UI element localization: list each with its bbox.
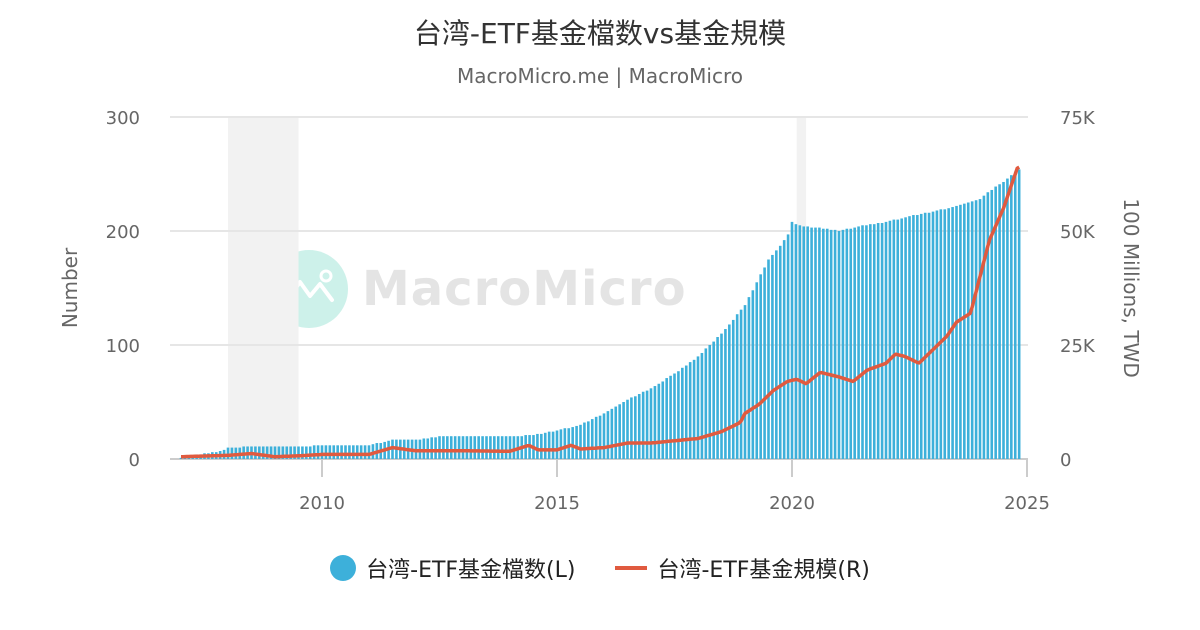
legend-label: 台湾-ETF基金規模(R) [657,558,870,583]
legend: 台湾-ETF基金檔数(L) 台湾-ETF基金規模(R) [0,552,1200,584]
x-axis: 2010 2015 2020 2025 [299,459,1050,514]
legend-label: 台湾-ETF基金檔数(L) [366,558,576,583]
right-tick-label: 25K [1060,336,1096,357]
legend-item-etf-count[interactable]: 台湾-ETF基金檔数(L) [330,552,575,584]
left-y-axis: 0 100 200 300 [106,108,140,471]
left-axis-title: Number [58,247,82,328]
left-tick-label: 300 [106,108,140,129]
left-tick-label: 100 [106,336,140,357]
chart-subtitle: MacroMicro.me | MacroMicro [457,64,743,88]
circle-marker-icon [330,555,357,581]
x-tick-label: 2020 [769,493,815,514]
x-tick-label: 2025 [1004,493,1050,514]
line-marker-icon [615,566,648,570]
recession-bands [228,117,807,459]
x-tick-label: 2015 [534,493,580,514]
chart-title: 台湾-ETF基金檔数vs基金規模 [413,17,787,50]
right-y-axis: 0 25K 50K 75K [1060,108,1096,471]
left-tick-label: 200 [106,222,140,243]
right-axis-title: 100 Millions, TWD [1119,198,1143,377]
right-tick-label: 0 [1060,450,1071,471]
etf-aum-line [181,165,1021,459]
left-tick-label: 0 [129,450,140,471]
legend-item-etf-aum[interactable]: 台湾-ETF基金規模(R) [615,552,870,584]
right-tick-label: 75K [1060,108,1096,129]
gridlines [170,116,1028,460]
x-tick-label: 2010 [299,493,345,514]
right-tick-label: 50K [1060,222,1096,243]
etf-count-bars [179,169,1021,460]
